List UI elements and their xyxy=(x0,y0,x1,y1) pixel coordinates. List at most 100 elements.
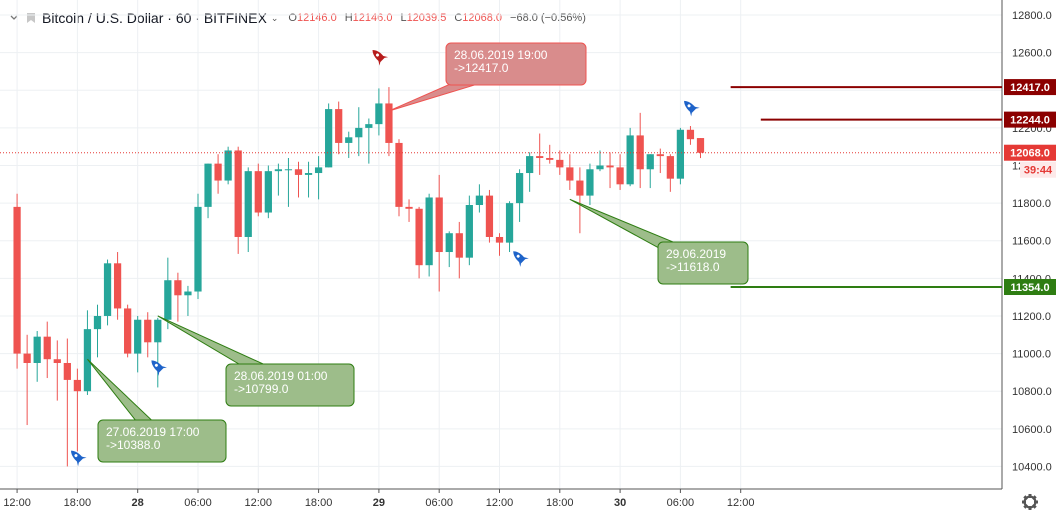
candle-body xyxy=(495,236,504,243)
x-tick-label: 18:00 xyxy=(305,497,333,509)
level-price-label-bg xyxy=(1004,79,1056,96)
candle-body xyxy=(33,336,41,363)
candle xyxy=(345,131,353,158)
candle xyxy=(556,150,564,175)
candle-body xyxy=(515,173,524,204)
candle-body xyxy=(164,280,172,320)
candle-body xyxy=(124,308,132,354)
callout-text: 28.06.2019 19:00 xyxy=(454,48,548,62)
settings-gear-icon[interactable] xyxy=(1022,494,1038,510)
last-price-label-text: 12068.0 xyxy=(1010,148,1050,160)
candle-body xyxy=(294,169,303,175)
rocket-window xyxy=(74,454,78,458)
rocket-window xyxy=(687,104,691,108)
level-price-label-bg xyxy=(1004,279,1056,296)
rocket-window xyxy=(375,53,379,57)
candle-body xyxy=(626,135,634,185)
candle-body xyxy=(505,203,514,243)
chevron-down-icon[interactable] xyxy=(10,14,18,22)
candle xyxy=(73,368,82,452)
candle-body xyxy=(526,156,534,174)
y-tick-label: 10400.0 xyxy=(1012,461,1052,473)
candle xyxy=(184,285,192,316)
candle xyxy=(244,167,252,253)
candle-body xyxy=(154,319,162,343)
callout-box xyxy=(225,363,355,407)
rocket-icon xyxy=(151,360,167,376)
rocket-body xyxy=(372,50,385,63)
candle xyxy=(23,334,31,426)
candle-body xyxy=(445,233,453,253)
candle xyxy=(666,154,674,192)
x-tick-label: 12:00 xyxy=(727,497,755,509)
level-price-label: 12417.0 xyxy=(1004,79,1056,96)
y-tick-label: 11200.0 xyxy=(1012,311,1051,323)
callout-text: ->10799.0 xyxy=(234,382,289,396)
candle-body xyxy=(686,129,695,140)
candle-body xyxy=(375,103,383,125)
callout-box xyxy=(97,419,227,463)
x-tick-label: 12:00 xyxy=(245,497,273,509)
candle xyxy=(144,312,152,358)
candle-body xyxy=(274,169,283,172)
candle xyxy=(204,163,212,219)
candle-body xyxy=(234,150,242,237)
gear-ring xyxy=(1023,495,1037,509)
candle-body xyxy=(304,173,313,175)
rocket-window xyxy=(516,254,520,258)
rocket-window xyxy=(154,363,158,367)
x-tick-label: 18:00 xyxy=(64,497,92,509)
rocket-body xyxy=(151,360,164,373)
rocket-icon xyxy=(684,100,700,117)
candle-body xyxy=(174,280,182,296)
candle xyxy=(325,103,333,168)
candle xyxy=(154,317,162,388)
candle xyxy=(686,126,695,145)
last-price-label: 12068.0 xyxy=(1004,144,1056,161)
candle-body xyxy=(23,353,31,363)
candle xyxy=(646,154,654,189)
candle xyxy=(194,193,202,300)
candle xyxy=(274,163,283,196)
candle xyxy=(83,310,92,395)
y-tick-label: 10800.0 xyxy=(1012,386,1052,398)
candle-body xyxy=(214,163,222,181)
y-tick-label: 11000.0 xyxy=(1012,349,1051,361)
callout-text: ->11618.0 xyxy=(666,260,720,274)
candle xyxy=(304,161,313,198)
rocket-body xyxy=(513,251,526,264)
callout-text: ->10388.0 xyxy=(106,438,161,452)
candle xyxy=(515,169,524,222)
candle-body xyxy=(365,124,373,128)
candle-body xyxy=(134,319,142,354)
candle xyxy=(676,127,685,185)
x-tick-label: 12:00 xyxy=(486,497,514,509)
candle-body xyxy=(224,150,232,181)
candle-body xyxy=(385,103,393,143)
candle xyxy=(33,331,41,382)
candle xyxy=(103,259,112,326)
candle xyxy=(113,252,122,320)
callout-box xyxy=(445,42,587,86)
candle xyxy=(124,304,132,358)
x-tick-label: 06:00 xyxy=(667,497,695,509)
rocket-icon xyxy=(71,450,87,467)
candle xyxy=(445,231,453,268)
candle-body xyxy=(415,208,423,266)
candle-body xyxy=(586,169,594,196)
x-tick-label: 29 xyxy=(373,497,385,509)
countdown-text: 39:44 xyxy=(1024,165,1053,177)
candle xyxy=(365,118,373,164)
candle xyxy=(63,338,71,467)
symbol-title[interactable]: Bitcoin / U.S. Dollar · 60 · BITFINEX xyxy=(42,10,267,26)
candle-body xyxy=(606,165,614,168)
candle-body xyxy=(254,171,262,213)
candle-body xyxy=(194,206,202,292)
candle-body xyxy=(666,156,674,179)
candle xyxy=(616,154,624,190)
symbol-dropdown-caret[interactable]: ⌄ xyxy=(270,12,279,23)
candle-body xyxy=(435,197,443,253)
y-tick-label: 12600.0 xyxy=(1012,48,1052,60)
candle-body xyxy=(204,163,212,207)
